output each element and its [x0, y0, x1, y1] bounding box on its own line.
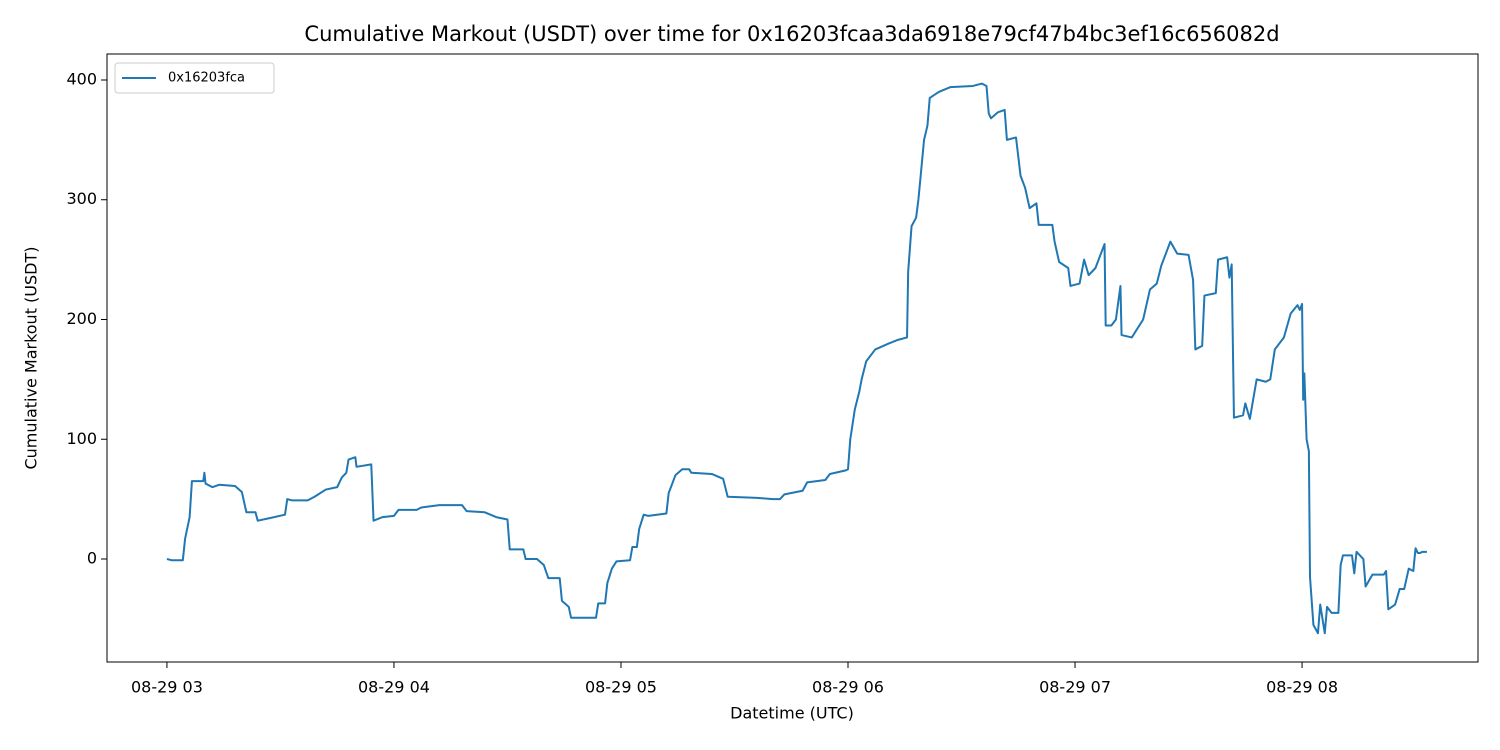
data-line	[166, 82, 1427, 635]
legend-box	[114, 62, 275, 94]
y-tick-label: 0	[87, 549, 97, 568]
x-axis-label: Datetime (UTC)	[730, 704, 854, 723]
plot-frame	[106, 53, 1479, 663]
x-tick-label: 08-29 07	[1039, 678, 1111, 697]
y-tick-label: 300	[66, 189, 97, 208]
chart-title: Cumulative Markout (USDT) over time for …	[304, 22, 1279, 46]
x-tick-label: 08-29 05	[585, 678, 657, 697]
x-tick-label: 08-29 04	[358, 678, 430, 697]
x-tick-label: 08-29 08	[1266, 678, 1338, 697]
legend-label: 0x16203fca	[168, 71, 245, 86]
x-tick-label: 08-29 06	[812, 678, 884, 697]
y-tick-label: 400	[66, 69, 97, 88]
y-tick-label: 100	[66, 429, 97, 448]
y-axis-label: Cumulative Markout (USDT)	[22, 246, 41, 469]
y-tick-label: 200	[66, 309, 97, 328]
x-tick-label: 08-29 03	[131, 678, 203, 697]
